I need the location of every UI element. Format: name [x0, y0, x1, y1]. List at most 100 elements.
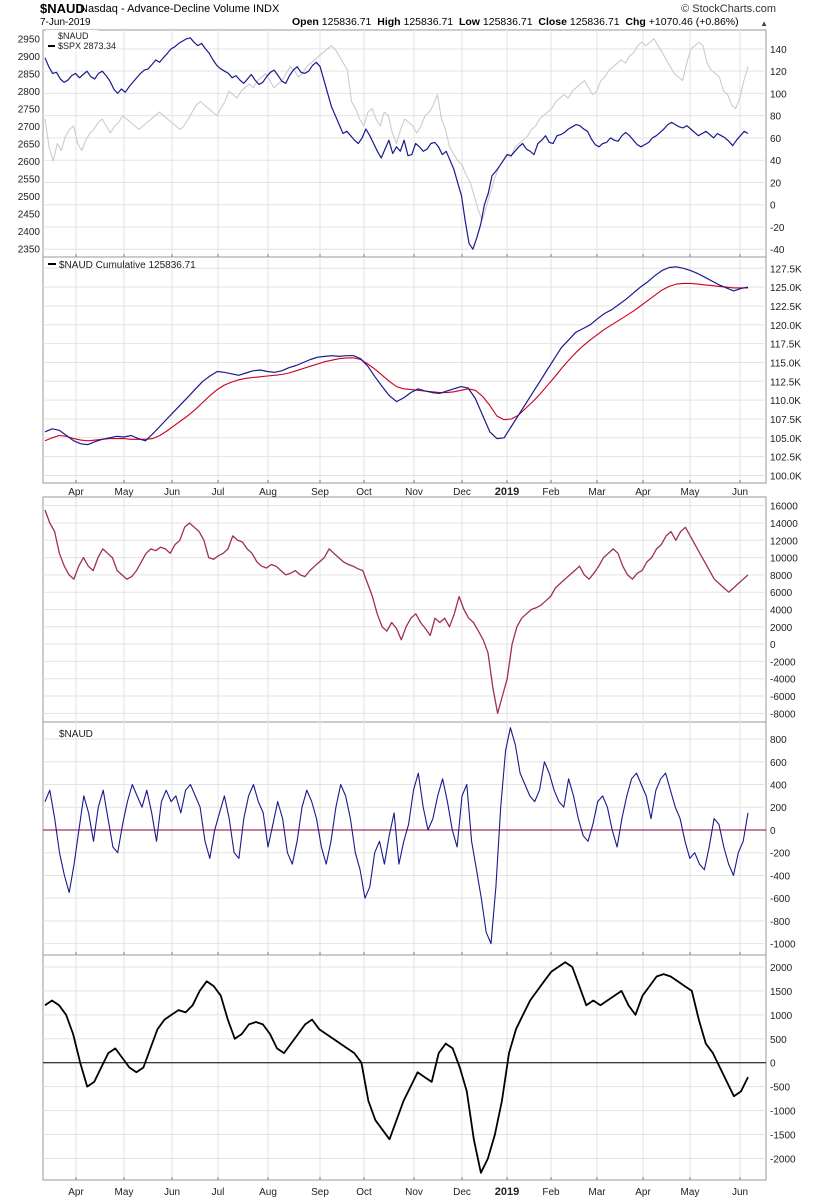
- maroon-right-tick-label: 12000: [770, 536, 798, 547]
- chg-value: +1070.46 (+0.86%): [648, 16, 739, 28]
- osc2-series-line: [44, 961, 749, 1174]
- maroon-right-tick-label: -2000: [770, 657, 796, 668]
- lower-x-tick-label: Sep: [311, 1187, 329, 1198]
- naud-legend-label: $NAUD: [58, 31, 89, 41]
- price-left-tick-label: 2800: [18, 87, 41, 98]
- price-right-tick-label: 0: [770, 201, 776, 212]
- osc2-right-tick-label: 1000: [770, 1011, 793, 1022]
- lower-x-tick-label: Feb: [542, 1187, 560, 1198]
- upper-x-tick-label: Feb: [542, 487, 560, 498]
- cum-right-tick-label: 100.0K: [770, 471, 802, 482]
- price-legend-box: [46, 30, 98, 52]
- close-value: 125836.71: [569, 16, 620, 28]
- price-left-tick-label: 2750: [18, 105, 41, 116]
- osc2-right-tick-label: -1500: [770, 1131, 796, 1142]
- osc2-right-tick-label: -500: [770, 1083, 790, 1094]
- osc-legend-label: $NAUD: [59, 729, 93, 740]
- maroon-right-tick-label: -4000: [770, 675, 796, 686]
- upper-x-tick-label: May: [681, 487, 700, 498]
- price-right-tick-label: -40: [770, 245, 785, 256]
- symbol-title: $NAUD: [40, 1, 85, 16]
- osc2-right-tick-label: 2000: [770, 963, 793, 974]
- lower-x-tick-label: Jul: [212, 1187, 225, 1198]
- lower-x-tick-label: May: [681, 1187, 700, 1198]
- lower-x-tick-label: Oct: [356, 1187, 372, 1198]
- price-right-tick-label: 20: [770, 178, 782, 189]
- price-right-tick-label: 60: [770, 134, 782, 145]
- osc2-right-tick-label: -2000: [770, 1154, 796, 1165]
- osc-right-tick-label: -1000: [770, 940, 796, 951]
- osc-right-tick-label: -200: [770, 849, 790, 860]
- quote-line: Open 125836.71 High 125836.71 Low 125836…: [292, 16, 739, 28]
- lower-x-tick-label: 2019: [495, 1186, 519, 1198]
- maroon-right-tick-label: 4000: [770, 606, 793, 617]
- osc2-right-tick-label: 500: [770, 1035, 787, 1046]
- lower-x-tick-label: May: [115, 1187, 134, 1198]
- chevron-up-icon[interactable]: ▲: [760, 19, 768, 28]
- cum-right-tick-label: 122.5K: [770, 302, 802, 313]
- osc-right-tick-label: 600: [770, 758, 787, 769]
- price-left-tick-label: 2700: [18, 122, 41, 133]
- upper-x-tick-label: Jun: [732, 487, 748, 498]
- cum-right-tick-label: 112.5K: [770, 377, 801, 388]
- osc2-right-tick-label: 1500: [770, 987, 793, 998]
- cum-right-tick-label: 117.5K: [770, 340, 801, 351]
- upper-x-tick-label: Apr: [68, 487, 84, 498]
- price-left-tick-label: 2550: [18, 174, 41, 185]
- cum-right-tick-label: 105.0K: [770, 434, 802, 445]
- cum-right-tick-label: 102.5K: [770, 453, 802, 464]
- lower-x-tick-label: Jun: [732, 1187, 748, 1198]
- upper-x-tick-label: Jul: [212, 487, 225, 498]
- osc-right-tick-label: -600: [770, 894, 790, 905]
- chg-label: Chg: [625, 16, 646, 28]
- osc-right-tick-label: 800: [770, 735, 787, 746]
- maroon-right-tick-label: 0: [770, 640, 776, 651]
- lower-x-tick-label: Apr: [68, 1187, 84, 1198]
- lower-x-tick-label: Apr: [635, 1187, 651, 1198]
- osc-right-tick-label: 0: [770, 826, 776, 837]
- symbol-description: Nasdaq - Advance-Decline Volume INDX: [80, 3, 280, 15]
- price-right-tick-label: 120: [770, 67, 787, 78]
- upper-x-tick-label: 2019: [495, 486, 519, 498]
- price-right-tick-label: 40: [770, 156, 782, 167]
- high-label: High: [377, 16, 401, 28]
- chart-date: 7-Jun-2019: [40, 17, 91, 28]
- open-value: 125836.71: [321, 16, 372, 28]
- cum-series-line: [44, 266, 749, 446]
- osc2-right-tick-label: 0: [770, 1059, 776, 1070]
- cum-right-tick-label: 107.5K: [770, 415, 802, 426]
- upper-x-tick-label: Aug: [259, 487, 277, 498]
- cum-legend-label: $NAUD Cumulative 125836.71: [59, 260, 196, 271]
- price-left-tick-label: 2500: [18, 192, 41, 203]
- upper-x-tick-label: Nov: [405, 487, 423, 498]
- price-left-tick-label: 2650: [18, 140, 41, 151]
- maroon-right-tick-label: 16000: [770, 502, 798, 513]
- price-left-tick-label: 2450: [18, 209, 41, 220]
- chart-header: $NAUD Nasdaq - Advance-Decline Volume IN…: [0, 0, 820, 30]
- cum-right-tick-label: 110.0K: [770, 396, 801, 407]
- osc2-right-tick-label: -1000: [770, 1107, 796, 1118]
- spx-series-line: [44, 38, 749, 221]
- naud-series-line: [44, 37, 749, 250]
- maroon-right-tick-label: -6000: [770, 692, 796, 703]
- low-value: 125836.71: [482, 16, 533, 28]
- close-label: Close: [538, 16, 567, 28]
- brand-watermark[interactable]: © StockCharts.com: [681, 3, 776, 15]
- maroon-right-tick-label: 8000: [770, 571, 793, 582]
- price-left-tick-label: 2350: [18, 244, 41, 255]
- price-right-tick-label: -20: [770, 223, 785, 234]
- maroon-right-tick-label: 14000: [770, 519, 798, 530]
- osc-right-tick-label: -400: [770, 871, 790, 882]
- cum-right-tick-label: 125.0K: [770, 283, 802, 294]
- osc-series-line: [44, 727, 749, 945]
- high-value: 125836.71: [403, 16, 454, 28]
- price-right-tick-label: 140: [770, 45, 787, 56]
- price-right-tick-label: 100: [770, 89, 787, 100]
- maroon-right-tick-label: -8000: [770, 709, 796, 720]
- upper-x-tick-label: Mar: [588, 487, 606, 498]
- price-left-tick-label: 2900: [18, 52, 41, 63]
- upper-x-tick-label: May: [115, 487, 134, 498]
- maroon-right-tick-label: 10000: [770, 554, 798, 565]
- open-label: Open: [292, 16, 319, 28]
